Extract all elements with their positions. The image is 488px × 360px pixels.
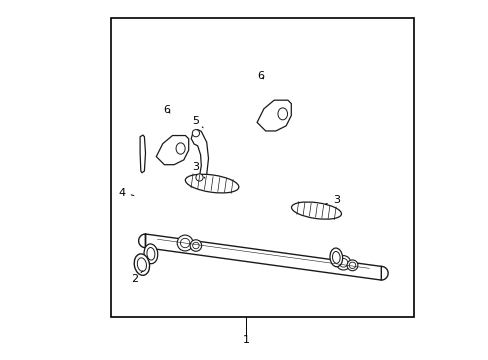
Polygon shape — [156, 136, 188, 165]
Text: 3: 3 — [192, 162, 204, 178]
Circle shape — [336, 256, 350, 270]
Ellipse shape — [277, 108, 287, 120]
Polygon shape — [139, 234, 381, 280]
Ellipse shape — [185, 174, 238, 193]
Text: 3: 3 — [325, 195, 339, 205]
Text: 1: 1 — [243, 335, 249, 345]
Bar — [111, 18, 413, 317]
Ellipse shape — [146, 248, 155, 260]
Circle shape — [346, 260, 357, 271]
Ellipse shape — [137, 258, 146, 271]
Circle shape — [177, 235, 193, 251]
Text: 5: 5 — [192, 116, 203, 128]
Circle shape — [190, 240, 201, 251]
Circle shape — [192, 242, 199, 249]
Polygon shape — [257, 100, 291, 131]
Circle shape — [348, 262, 355, 269]
Ellipse shape — [144, 244, 158, 264]
Text: 4: 4 — [118, 188, 134, 198]
Ellipse shape — [329, 248, 342, 267]
Ellipse shape — [134, 254, 149, 275]
Circle shape — [339, 258, 347, 267]
Text: 2: 2 — [131, 271, 142, 284]
Polygon shape — [191, 130, 208, 182]
Ellipse shape — [176, 143, 185, 154]
Text: 6: 6 — [257, 71, 264, 81]
Ellipse shape — [332, 252, 340, 263]
Circle shape — [196, 174, 203, 181]
Polygon shape — [140, 135, 145, 173]
Circle shape — [180, 238, 189, 248]
Ellipse shape — [291, 202, 341, 219]
Text: 6: 6 — [163, 105, 170, 115]
Circle shape — [192, 130, 199, 137]
